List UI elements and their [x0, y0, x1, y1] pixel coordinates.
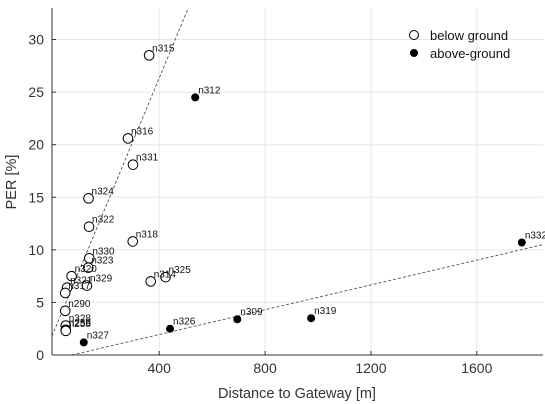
point-n314	[145, 276, 157, 287]
point-n326	[166, 324, 175, 333]
point-label-n328: n328	[69, 314, 92, 325]
point-label-n316: n316	[131, 126, 154, 137]
point-label-n290: n290	[68, 299, 91, 310]
point-label-n331: n331	[136, 153, 159, 164]
point-n319	[307, 314, 316, 323]
point-label-n332: n332	[525, 230, 545, 241]
y-tick-label: 15	[28, 189, 44, 205]
legend-marker-below-ground	[409, 30, 419, 40]
grid	[52, 8, 543, 355]
y-tick-label: 20	[28, 137, 44, 153]
point-label-n323: n323	[91, 256, 114, 267]
point-label-n319: n319	[314, 306, 337, 317]
x-tick-labels: 400 800 1200 1600	[148, 351, 493, 376]
point-label-n321: n321	[70, 276, 93, 287]
x-tick-label: 1200	[355, 360, 386, 376]
y-tick-labels: 0 5 10 15 20 25 30	[28, 32, 56, 363]
point-label-n330: n330	[92, 246, 115, 257]
point-n331	[127, 159, 139, 170]
point-label-n315: n315	[152, 43, 175, 54]
y-tick-label: 25	[28, 84, 44, 100]
point-n327	[79, 338, 88, 347]
legend-label-above-ground: above-ground	[430, 46, 510, 61]
fit-line-1	[51, 7, 189, 337]
fit-lines	[51, 7, 544, 356]
point-n329	[81, 280, 93, 291]
y-tick-label: 0	[36, 347, 44, 363]
point-label-n256: n256	[69, 318, 92, 329]
point-label-n329: n329	[90, 274, 113, 285]
point-labels: n315 n316 n331 n324 n322 n318 n330n323n320n329…	[68, 43, 545, 341]
point-label-n326: n326	[173, 317, 196, 328]
point-n309	[233, 315, 242, 324]
point-n316	[122, 133, 134, 144]
x-axis-label: Distance to Gateway [m]	[218, 386, 376, 402]
point-n258	[60, 325, 72, 337]
data-points	[59, 50, 526, 347]
point-label-n317: n317	[68, 281, 91, 292]
point-label-n324: n324	[92, 186, 115, 197]
fit-line-2	[71, 244, 544, 356]
x-tick-label: 1600	[461, 360, 492, 376]
point-label-n322: n322	[92, 215, 115, 226]
point-n323	[82, 262, 94, 274]
legend: below ground above-ground	[409, 28, 510, 61]
point-n290	[59, 305, 71, 317]
y-tick-label: 10	[28, 242, 44, 258]
point-label-n325: n325	[169, 265, 192, 276]
point-label-n318: n318	[136, 229, 159, 240]
y-tick-label: 5	[36, 294, 44, 310]
y-tick-label: 30	[28, 32, 44, 48]
point-label-n258: n258	[69, 319, 92, 330]
point-label-n327: n327	[87, 330, 110, 341]
point-n318	[127, 236, 139, 247]
legend-marker-above-ground	[410, 49, 418, 57]
point-n320	[66, 270, 77, 282]
plot-background	[52, 8, 543, 355]
point-n325	[160, 271, 171, 283]
point-label-n309: n309	[240, 307, 263, 318]
point-n332	[517, 238, 526, 247]
point-n315	[143, 50, 155, 61]
point-n312	[191, 93, 200, 102]
axes	[51, 8, 543, 356]
point-label-n320: n320	[75, 264, 98, 275]
point-n317	[59, 287, 71, 299]
legend-label-below-ground: below ground	[430, 28, 508, 43]
point-label-n312: n312	[198, 85, 221, 96]
point-label-n314: n314	[154, 269, 177, 280]
y-axis-label: PER [%]	[4, 155, 20, 210]
point-n322	[83, 221, 95, 233]
point-n324	[83, 193, 94, 204]
x-tick-label: 800	[253, 360, 277, 376]
x-tick-label: 400	[148, 360, 172, 376]
